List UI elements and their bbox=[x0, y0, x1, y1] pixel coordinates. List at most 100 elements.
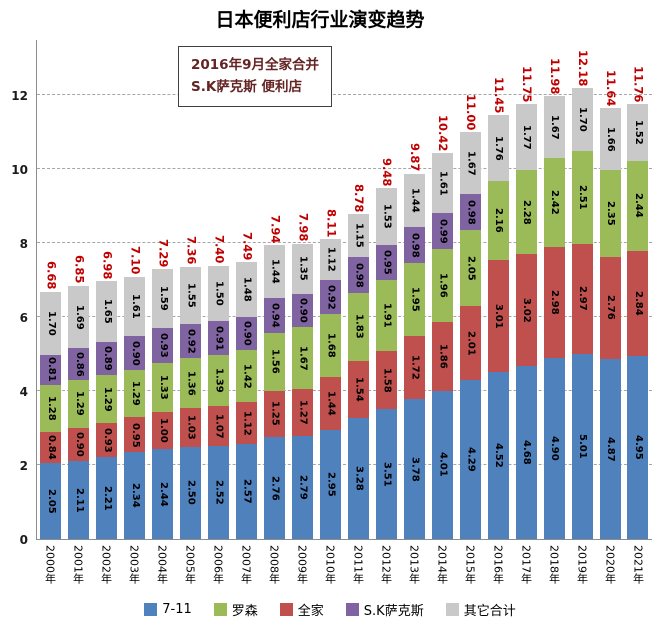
legend-label: 罗森 bbox=[231, 604, 258, 619]
bar-segment: 4.01 bbox=[431, 390, 453, 539]
bar-segment: 0.93 bbox=[96, 422, 118, 458]
bar-segment: 1.67 bbox=[292, 327, 314, 389]
bar-segment: 1.55 bbox=[180, 266, 202, 325]
y-axis-label-8: 8 bbox=[19, 237, 28, 251]
legend-label: S.K萨克斯 bbox=[363, 604, 424, 619]
x-axis-label-text: 2019年 bbox=[575, 545, 589, 584]
bar-column-2020年: 11.64 1.66 2.35 2.76 4.87 bbox=[596, 40, 624, 539]
total-label: 11.64 bbox=[603, 69, 618, 107]
segment-label: 0.99 bbox=[437, 218, 449, 244]
segment-label: 1.44 bbox=[409, 188, 421, 213]
bar-segment: 1.70 bbox=[571, 88, 593, 151]
bar-segment: 3.02 bbox=[515, 254, 537, 366]
segment-label: 1.50 bbox=[213, 281, 225, 306]
bar-segment: 1.72 bbox=[403, 335, 425, 400]
segment-label: 0.98 bbox=[465, 199, 477, 225]
segment-label: 2.50 bbox=[185, 480, 197, 506]
bar-segment: 2.84 bbox=[627, 250, 649, 356]
total-label: 6.68 bbox=[44, 261, 59, 290]
total-label: 9.87 bbox=[408, 143, 423, 172]
x-axis-label-text: 2018年 bbox=[547, 545, 561, 584]
bar-segment: 2.05 bbox=[459, 230, 481, 306]
total-label: 11.45 bbox=[491, 77, 506, 114]
bar-segment: 1.25 bbox=[264, 390, 286, 437]
bar-segment: 1.12 bbox=[320, 238, 341, 281]
segment-label: 1.54 bbox=[353, 376, 365, 402]
total-label: 6.85 bbox=[72, 255, 87, 284]
bar-segment: 1.29 bbox=[68, 379, 90, 428]
bar-segment: 0.90 bbox=[236, 316, 258, 350]
bar-segment: 1.70 bbox=[40, 291, 62, 355]
bar-segment: 1.53 bbox=[375, 188, 397, 245]
x-axis-label-text: 2015年 bbox=[463, 545, 477, 584]
x-axis-label-text: 2007年 bbox=[239, 545, 253, 584]
segment-label: 4.01 bbox=[437, 452, 449, 478]
bar-column-2009年: 7.98 1.35 0.90 1.67 1.27 2.79 bbox=[289, 40, 317, 539]
x-axis-label: 2020年 bbox=[596, 542, 624, 594]
segment-label: 1.70 bbox=[45, 310, 57, 336]
segment-label: 1.48 bbox=[241, 276, 253, 302]
bar-segment: 1.69 bbox=[68, 285, 90, 349]
segment-label: 2.44 bbox=[632, 193, 644, 218]
segment-label: 1.29 bbox=[73, 391, 85, 417]
x-axis-label: 2019年 bbox=[568, 542, 596, 594]
bar-segment: 1.76 bbox=[487, 115, 509, 181]
bar-segment: 0.81 bbox=[40, 354, 62, 385]
segment-label: 3.01 bbox=[493, 303, 505, 329]
legend-swatch bbox=[144, 603, 158, 616]
bar-segment: 2.79 bbox=[292, 435, 314, 539]
segment-label: 0.86 bbox=[73, 351, 85, 377]
legend-swatch bbox=[213, 603, 227, 616]
segment-label: 2.01 bbox=[465, 330, 477, 356]
segment-label: 2.51 bbox=[577, 184, 589, 210]
segment-label: 2.84 bbox=[632, 290, 644, 316]
bar-column-2012年: 9.48 1.53 0.95 1.91 1.58 3.51 bbox=[372, 40, 400, 539]
annotation-line-1: 2016年9月全家合并 bbox=[191, 57, 319, 73]
gridline-12 bbox=[37, 94, 652, 95]
legend-label: 其它合计 bbox=[463, 604, 516, 619]
bar-segment: 1.44 bbox=[320, 376, 341, 430]
y-axis: 0 2 4 6 8 10 12 bbox=[0, 40, 32, 546]
segment-label: 1.56 bbox=[269, 349, 281, 375]
bar-segment: 1.83 bbox=[347, 292, 369, 361]
x-axis-label: 2010年 bbox=[316, 542, 344, 594]
segment-label: 2.34 bbox=[129, 483, 141, 509]
x-axis-label-text: 2014年 bbox=[435, 545, 449, 584]
x-axis-label-text: 2003年 bbox=[127, 545, 141, 584]
segment-label: 0.95 bbox=[129, 422, 141, 448]
bar-segment: 2.01 bbox=[459, 305, 481, 381]
annotation-box: 2016年9月全家合并 S.K萨克斯 便利店 bbox=[178, 46, 332, 107]
segment-label: 4.68 bbox=[521, 440, 533, 465]
segment-label: 0.90 bbox=[241, 320, 253, 346]
total-label: 11.75 bbox=[519, 65, 534, 103]
segment-label: 2.79 bbox=[297, 475, 309, 500]
bar-column-2000年: 6.68 1.70 0.81 1.28 0.84 2.05 bbox=[37, 40, 65, 539]
bar-segment: 0.90 bbox=[68, 427, 90, 461]
segment-label: 1.44 bbox=[325, 390, 337, 416]
x-axis-label-text: 2000年 bbox=[43, 545, 57, 584]
total-label: 12.18 bbox=[575, 49, 590, 87]
plot-area: 6.68 1.70 0.81 1.28 0.84 2.05 6.85 1.69 0.86 1.29… bbox=[36, 40, 652, 540]
segment-label: 1.72 bbox=[409, 354, 421, 380]
bar-segment: 1.91 bbox=[375, 280, 397, 351]
segment-label: 1.68 bbox=[325, 333, 337, 358]
y-axis-label-12: 12 bbox=[11, 89, 28, 103]
bar-segment: 2.44 bbox=[152, 448, 174, 539]
bar-segment: 1.86 bbox=[431, 321, 453, 391]
segment-label: 1.61 bbox=[437, 170, 449, 196]
bar-column-2004年: 7.29 1.59 0.93 1.33 1.00 2.44 bbox=[149, 40, 177, 539]
bar-segment: 1.67 bbox=[459, 132, 481, 194]
segment-label: 1.67 bbox=[297, 345, 309, 371]
segment-label: 0.94 bbox=[269, 303, 281, 328]
total-label: 7.29 bbox=[156, 238, 171, 268]
x-axis-label: 2009年 bbox=[288, 542, 316, 594]
bar-segment: 0.89 bbox=[96, 342, 118, 376]
x-axis-label-text: 2020年 bbox=[603, 545, 617, 584]
bar-segment: 3.01 bbox=[487, 260, 509, 372]
segment-label: 1.42 bbox=[241, 363, 253, 389]
bar-segment: 1.52 bbox=[627, 104, 649, 161]
bar-segment: 2.11 bbox=[68, 460, 90, 539]
gridline-10 bbox=[37, 168, 652, 169]
total-label: 7.10 bbox=[128, 246, 143, 275]
x-axis-label: 2007年 bbox=[232, 542, 260, 594]
